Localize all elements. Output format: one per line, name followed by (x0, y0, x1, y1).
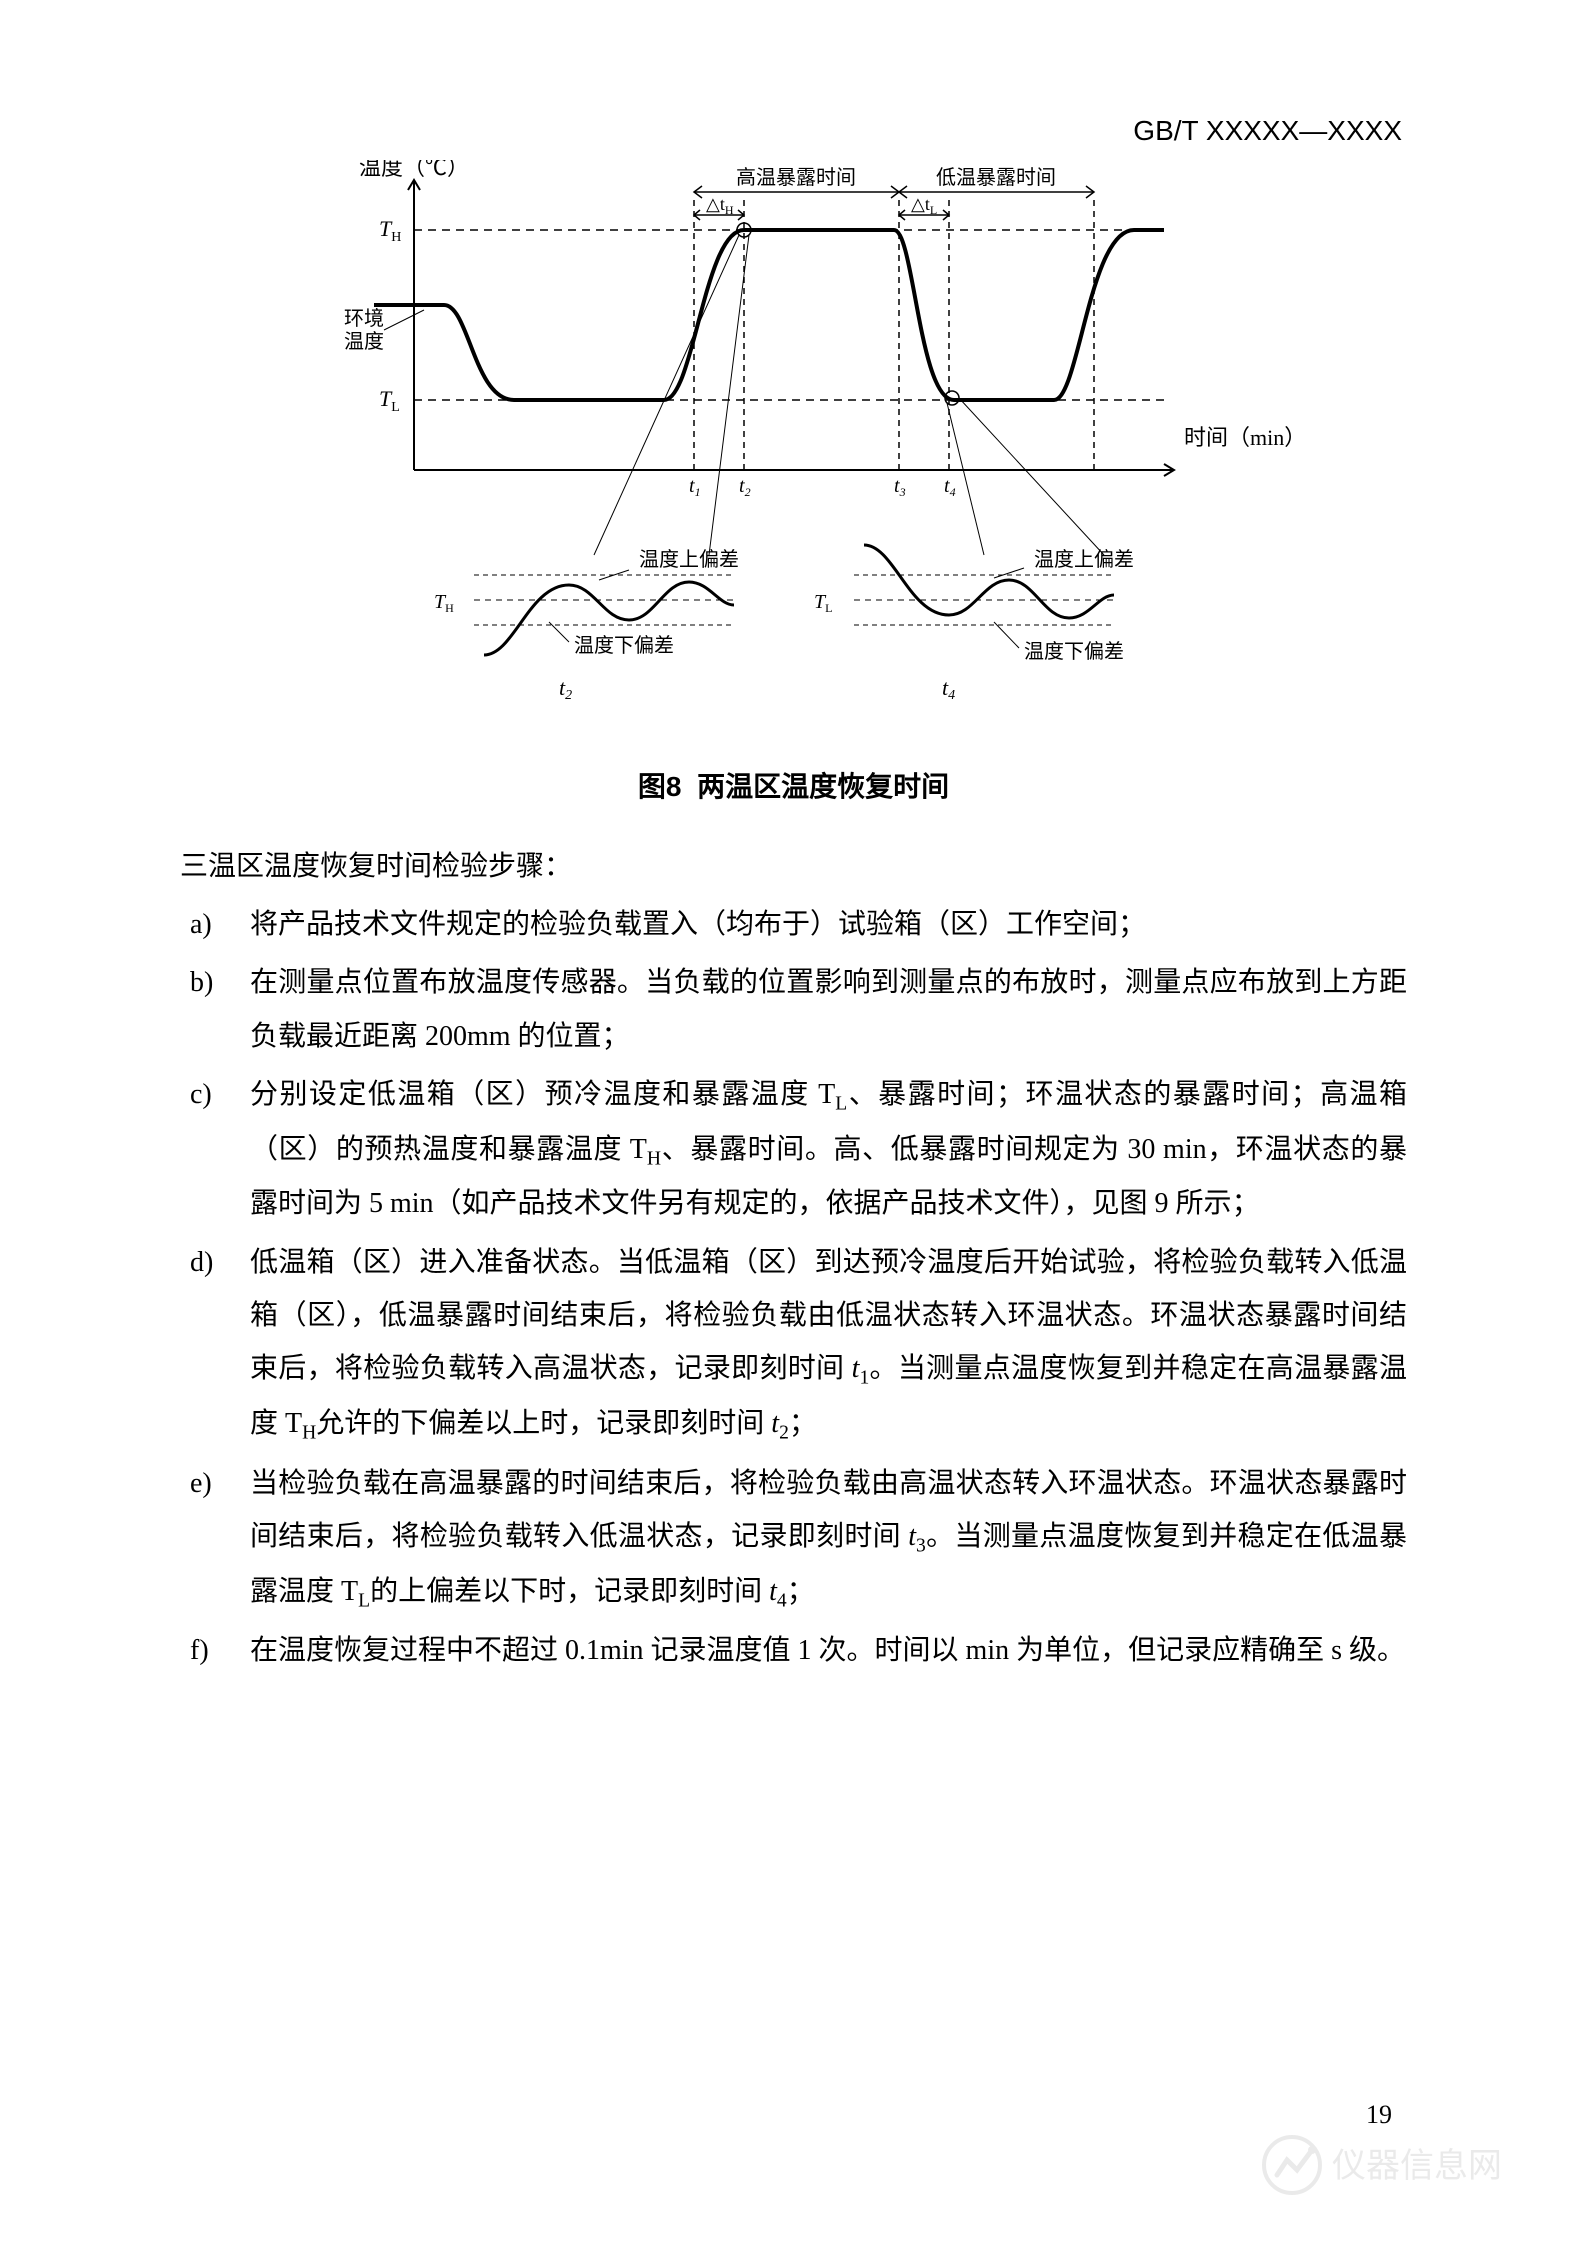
list-marker: f) (180, 1624, 250, 1677)
svg-text:△tL: △tL (911, 194, 937, 217)
svg-text:△tH: △tH (706, 194, 734, 217)
svg-text:温度下偏差: 温度下偏差 (1024, 640, 1124, 663)
list-marker: d) (180, 1236, 250, 1452)
low-exposure-label: 低温暴露时间 (936, 166, 1056, 189)
list-content: 在测量点位置布放温度传感器。当负载的位置影响到测量点的布放时，测量点应布放到上方… (250, 956, 1407, 1062)
list-item: f)在温度恢复过程中不超过 0.1min 记录温度值 1 次。时间以 min 为… (180, 1624, 1407, 1677)
list-marker: a) (180, 898, 250, 951)
ambient-label: 环境 (344, 307, 384, 330)
svg-text:TH: TH (434, 591, 454, 615)
svg-text:t4: t4 (944, 475, 956, 499)
y-axis-label: 温度（℃） (359, 160, 469, 180)
list-content: 将产品技术文件规定的检验负载置入（均布于）试验箱（区）工作空间； (250, 898, 1407, 951)
list-marker: e) (180, 1457, 250, 1620)
figure-8: 高温暴露时间 低温暴露时间 △tH △tL 温度（℃） 时间（min） TH T… (180, 160, 1407, 740)
list-item: a)将产品技术文件规定的检验负载置入（均布于）试验箱（区）工作空间； (180, 898, 1407, 951)
svg-text:t2: t2 (559, 675, 572, 703)
svg-text:温度: 温度 (344, 330, 384, 353)
list-item: c)分别设定低温箱（区）预冷温度和暴露温度 TL、暴露时间；环温状态的暴露时间；… (180, 1068, 1407, 1231)
svg-text:温度上偏差: 温度上偏差 (639, 548, 739, 571)
svg-text:TL: TL (814, 591, 832, 615)
svg-text:t2: t2 (739, 475, 751, 499)
list-item: b)在测量点位置布放温度传感器。当负载的位置影响到测量点的布放时，测量点应布放到… (180, 956, 1407, 1062)
svg-text:温度上偏差: 温度上偏差 (1034, 548, 1134, 571)
list-marker: b) (180, 956, 250, 1062)
list-content: 当检验负载在高温暴露的时间结束后，将检验负载由高温状态转入环温状态。环温状态暴露… (250, 1457, 1407, 1620)
temperature-recovery-chart: 高温暴露时间 低温暴露时间 △tH △tL 温度（℃） 时间（min） TH T… (294, 160, 1294, 740)
list-content: 低温箱（区）进入准备状态。当低温箱（区）到达预冷温度后开始试验，将检验负载转入低… (250, 1236, 1407, 1452)
high-exposure-label: 高温暴露时间 (736, 166, 856, 189)
svg-text:仪器信息网: 仪器信息网 (1332, 2147, 1502, 2185)
svg-text:t1: t1 (689, 475, 701, 499)
body-content: 三温区温度恢复时间检验步骤： a)将产品技术文件规定的检验负载置入（均布于）试验… (180, 840, 1407, 1678)
list-item: d)低温箱（区）进入准备状态。当低温箱（区）到达预冷温度后开始试验，将检验负载转… (180, 1236, 1407, 1452)
x-axis-label: 时间（min） (1184, 425, 1294, 450)
document-id: GB/T XXXXX—XXXX (1133, 115, 1402, 147)
watermark: 仪器信息网 (1257, 2125, 1517, 2205)
intro-text: 三温区温度恢复时间检验步骤： (180, 840, 1407, 893)
svg-text:TL: TL (379, 386, 400, 415)
figure-caption: 图8 两温区温度恢复时间 (180, 765, 1407, 805)
list-item: e)当检验负载在高温暴露的时间结束后，将检验负载由高温状态转入环温状态。环温状态… (180, 1457, 1407, 1620)
svg-text:TH: TH (379, 216, 401, 245)
svg-text:t3: t3 (894, 475, 906, 499)
list-marker: c) (180, 1068, 250, 1231)
list-content: 分别设定低温箱（区）预冷温度和暴露温度 TL、暴露时间；环温状态的暴露时间；高温… (250, 1068, 1407, 1231)
svg-text:温度下偏差: 温度下偏差 (574, 634, 674, 657)
svg-text:t4: t4 (942, 675, 955, 703)
list-content: 在温度恢复过程中不超过 0.1min 记录温度值 1 次。时间以 min 为单位… (250, 1624, 1407, 1677)
